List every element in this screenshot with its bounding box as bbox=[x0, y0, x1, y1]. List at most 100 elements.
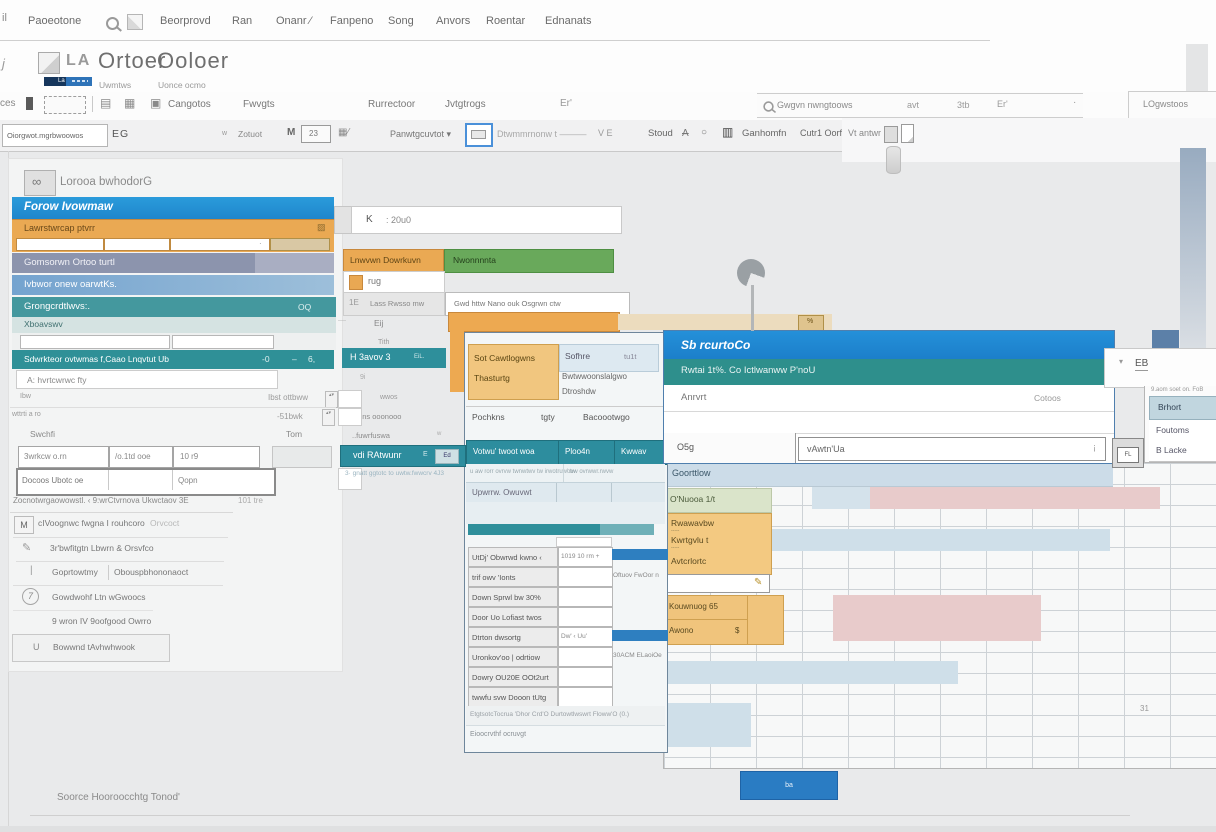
teal-header-chip[interactable]: Ed bbox=[435, 449, 459, 464]
cells1-b[interactable]: /o.1td ooe bbox=[109, 446, 173, 468]
stepper-2[interactable]: ▴▾ bbox=[322, 409, 335, 426]
k-bar[interactable]: K : 20u0 bbox=[351, 206, 622, 234]
list-item[interactable]: ✎ 3r'bwfitgtn Lbwrn & Orsvfco bbox=[10, 538, 290, 561]
block-icon[interactable] bbox=[26, 97, 33, 110]
side-cell-brhort[interactable]: Brhort bbox=[1149, 396, 1216, 420]
menu-item-6[interactable]: Anvors bbox=[436, 15, 471, 27]
image-icon[interactable] bbox=[38, 52, 60, 74]
d-row-value[interactable] bbox=[558, 647, 613, 667]
m-icon[interactable]: M bbox=[287, 127, 296, 138]
field-3[interactable]: · bbox=[170, 238, 270, 251]
dialog-e-titlebar[interactable]: Sb rcurtoCo bbox=[664, 331, 1114, 359]
eb-box[interactable]: ▾ EB bbox=[1104, 348, 1216, 388]
fl-chip[interactable]: FL bbox=[1112, 438, 1144, 468]
e-input[interactable]: vAwtn'Ua ¡ bbox=[798, 437, 1106, 461]
panel-a-icon-chip[interactable]: ∞ bbox=[24, 170, 56, 196]
list-item-boxed[interactable]: U Bowwnd tAvhwhwook bbox=[12, 634, 170, 662]
zotuot-button[interactable]: Zotuot bbox=[238, 129, 263, 139]
grid-k2-cell[interactable]: Awono $ bbox=[663, 619, 748, 645]
stoud-button[interactable]: Stoud bbox=[648, 128, 673, 139]
d-row-label[interactable]: UtDj' Obwrwd kwno ‹ bbox=[468, 547, 558, 567]
screen-chip[interactable] bbox=[465, 123, 493, 147]
sparkline-chip[interactable] bbox=[44, 96, 86, 114]
ins-row[interactable]: : Ins ooonooo bbox=[356, 412, 402, 421]
rug-cell[interactable]: rug bbox=[343, 271, 445, 293]
d-sofhre-cell[interactable]: Sofhre tu1t bbox=[559, 344, 659, 372]
search-field[interactable]: Gwgvn nwngtoows avt 3tb Er' · bbox=[757, 93, 1083, 118]
field-4[interactable] bbox=[270, 238, 330, 251]
findbar-item-4[interactable]: Er' bbox=[560, 98, 572, 109]
cells2-c-label[interactable]: Qopn bbox=[178, 476, 198, 485]
findbar-item-3[interactable]: Jvtgtrogs bbox=[445, 99, 486, 110]
field-2[interactable] bbox=[104, 238, 170, 251]
cells1-a[interactable]: 3wrkcw o.rn bbox=[18, 446, 109, 468]
teal-header-c1[interactable]: Votwu' twoot woa bbox=[466, 440, 559, 465]
flag-icon[interactable] bbox=[127, 14, 143, 30]
menu-item-8[interactable]: Ednanats bbox=[545, 15, 592, 27]
section-bar-teal[interactable]: Grongcrdtlwvs:. OQ bbox=[12, 297, 336, 317]
cells2-a-label[interactable]: Docoos Ubotc oe bbox=[22, 476, 84, 485]
view-icon-2[interactable]: ▦ bbox=[124, 96, 136, 110]
d-row-value[interactable] bbox=[558, 607, 613, 627]
grid-view-icon[interactable]: ▦⁄ bbox=[338, 127, 350, 138]
d-row-value[interactable] bbox=[558, 567, 613, 587]
page-icon[interactable] bbox=[901, 124, 914, 143]
d-row-value[interactable] bbox=[558, 687, 613, 707]
teal-header-c3[interactable]: Kwwav bbox=[614, 440, 667, 465]
ganhomfn-button[interactable]: Ganhomfn bbox=[742, 128, 787, 139]
search-icon[interactable] bbox=[106, 17, 119, 30]
d-row-label[interactable]: Dtrton dwsortg bbox=[468, 627, 558, 647]
primary-button[interactable]: ba bbox=[740, 771, 838, 800]
d-row-label[interactable]: trif owv 'Ionts bbox=[468, 567, 558, 587]
list-item[interactable]: M cIVoognwc fwgna I rouhcoro Orvcoct bbox=[10, 514, 290, 536]
list-item[interactable]: | Goprtowtmy Obouspbhononaoct bbox=[10, 562, 290, 585]
findbar-item-2[interactable]: Rurrectoor bbox=[368, 99, 416, 110]
section-bar-blue[interactable]: Forow Ivowmaw bbox=[12, 197, 334, 219]
grid-green-cell[interactable] bbox=[663, 488, 772, 513]
findbar-item-1[interactable]: Fwvgts bbox=[243, 99, 275, 110]
o5g-cell[interactable]: O5g bbox=[664, 433, 796, 463]
d-row-value[interactable]: 1019 10 rm + bbox=[558, 547, 613, 567]
section-bar-orange[interactable]: Lawrstwrcap ptvrr ▨ bbox=[12, 219, 334, 237]
d-category-cell[interactable]: Sot Cawtlogwns Thasturtg bbox=[468, 344, 559, 400]
stepper-1[interactable]: ▴▾ bbox=[325, 391, 338, 408]
eg-button[interactable]: EG bbox=[112, 128, 130, 140]
d-row-value[interactable]: Dw' ‹ Uu' bbox=[558, 627, 613, 647]
teal-header-vdi[interactable]: vdi RAtwunr E Ed bbox=[340, 445, 466, 467]
menu-item-4[interactable]: Fanpeno bbox=[330, 15, 374, 27]
teal-mini-bar-1[interactable]: H 3avov 3 EiL. bbox=[342, 348, 446, 368]
fuw-row[interactable]: ..fuwrfuswa bbox=[352, 431, 390, 440]
percent-chip[interactable]: % bbox=[798, 315, 824, 331]
d-row-value[interactable] bbox=[558, 667, 613, 687]
view-icon-3[interactable]: ▣ bbox=[150, 96, 162, 110]
field-1[interactable] bbox=[16, 238, 104, 251]
menu-item-1[interactable]: Beorprovd bbox=[160, 15, 211, 27]
selection-chip[interactable]: Oiorgwot.mgrbwoowos bbox=[2, 124, 108, 147]
small-chip-icon[interactable] bbox=[884, 126, 898, 143]
side-cell-foutoms[interactable]: Foutoms bbox=[1149, 420, 1216, 441]
list-item[interactable]: 7 Gowdwohf Ltn wGwoocs bbox=[10, 586, 290, 610]
side-cell-blacke[interactable]: B Lacke bbox=[1149, 440, 1216, 462]
menu-item-3[interactable]: Onanr ⁄ bbox=[276, 15, 312, 27]
counter-chip[interactable]: 23 bbox=[301, 125, 331, 143]
dialog-e-subbar[interactable]: Rwtai 1t%. Co Ictlwanww P'noU bbox=[664, 359, 1114, 385]
breadcrumb[interactable]: Zocnotwrgaowowstl. ‹ 9:wrCtvrnova Ukwcta… bbox=[13, 496, 189, 505]
d-row-label[interactable]: twwfu svw Dooon tUtg bbox=[468, 687, 558, 707]
c-value-cell[interactable]: Nwonnnnta bbox=[444, 249, 614, 273]
la-icon[interactable]: LA bbox=[66, 52, 92, 69]
a-icon[interactable]: A bbox=[682, 128, 689, 139]
row-white-input[interactable]: A: hvrtcwrwc fty bbox=[16, 370, 278, 389]
findbar-item-0[interactable]: Cangotos bbox=[168, 99, 211, 110]
grid-edit-input[interactable]: ✎ bbox=[665, 574, 770, 593]
orange-bar-icon[interactable]: ▨ bbox=[317, 222, 326, 232]
menu-item-2[interactable]: Ran bbox=[232, 15, 253, 27]
input-b[interactable] bbox=[172, 335, 274, 349]
d-row-label[interactable]: Down Sprwl bw 30% bbox=[468, 587, 558, 607]
d-row-value[interactable] bbox=[558, 587, 613, 607]
cells1-c[interactable]: 10 r9 bbox=[173, 446, 260, 468]
columns-icon[interactable]: ▥ bbox=[722, 125, 734, 139]
d-row-label[interactable]: Uronkov'oo | odrtiow bbox=[468, 647, 558, 667]
section-bar-slate[interactable]: Gomsorwn Ortoo turtl bbox=[12, 253, 334, 273]
list-item[interactable]: 9 wron IV 9oofgood Owrro bbox=[10, 611, 290, 633]
pan-dropdown[interactable]: Panwtgcuvtot ▾ bbox=[390, 129, 452, 139]
